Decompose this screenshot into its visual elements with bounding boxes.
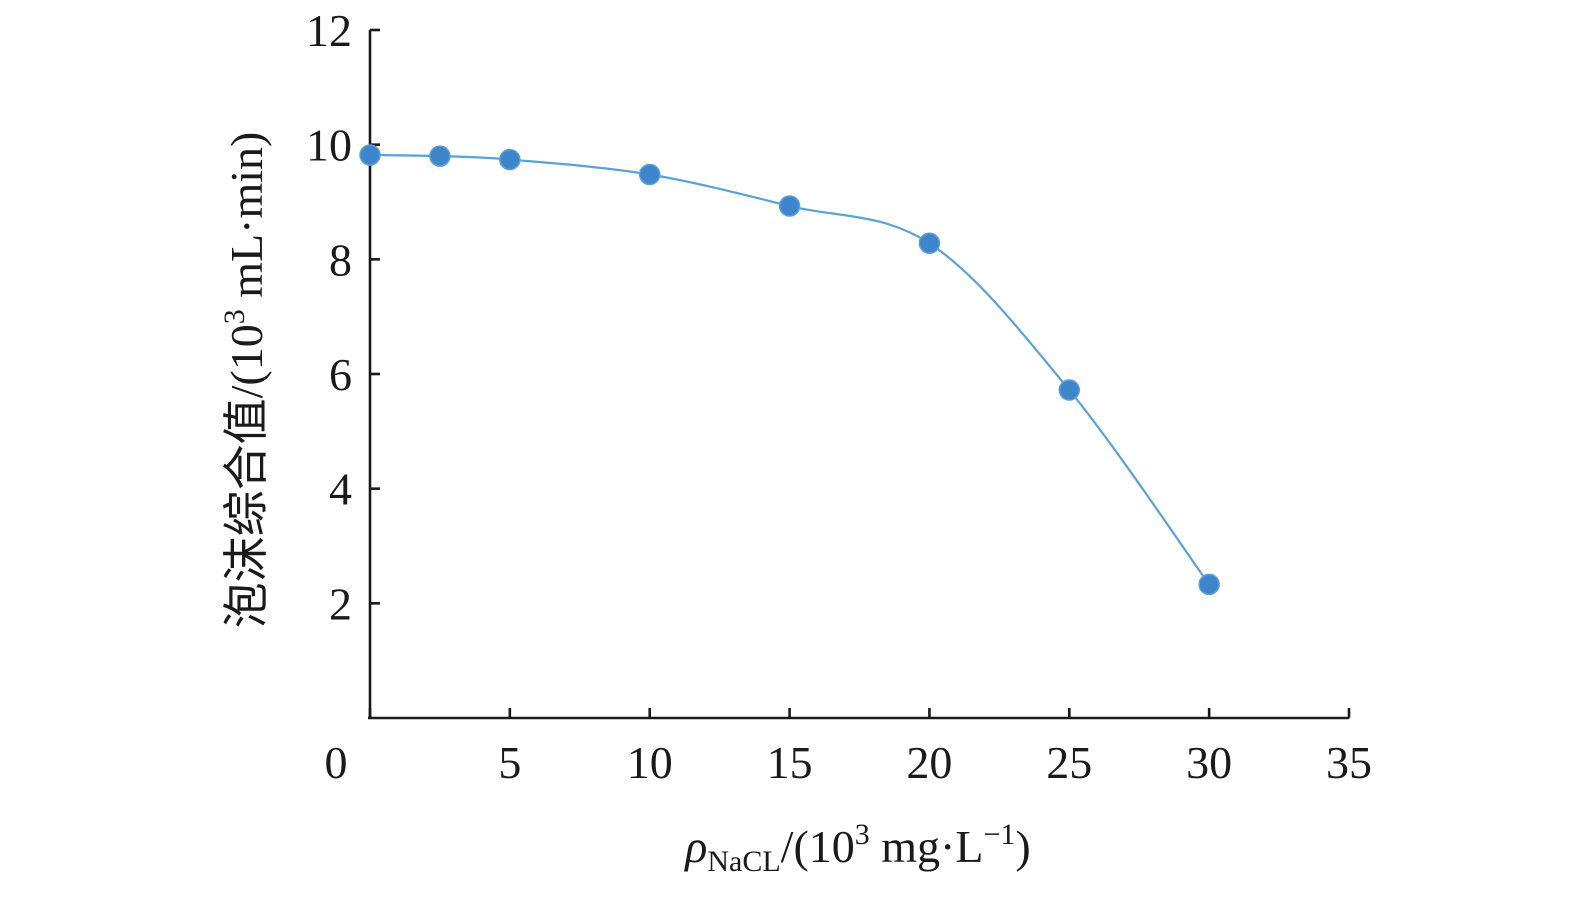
data-point [1198,573,1220,596]
x-tick-label: 0 [325,737,348,788]
y-tick-label: 10 [306,120,352,171]
data-point [638,163,661,186]
y-tick-label: 4 [329,464,352,515]
x-tick-label: 20 [906,737,952,788]
x-axis-unit-sup: −1 [983,818,1015,851]
x-tick-label: 15 [767,737,813,788]
x-axis-sup: 3 [855,818,870,851]
y-axis-text: 泡沫综合值/(10 [221,324,272,628]
data-point [499,148,521,171]
x-tick-label: 35 [1326,737,1372,788]
y-tick-label: 6 [329,349,352,400]
x-tick-label: 5 [498,737,521,788]
data-point [359,144,381,166]
x-axis-symbol: ρ [683,821,707,872]
data-point [918,232,941,255]
series-layer [369,153,1211,586]
x-ticks: 0 5 10 15 20 25 30 35 [325,708,1372,788]
x-tick-label: 25 [1046,737,1092,788]
x-axis-close: ) [1015,821,1030,872]
data-point [429,145,451,167]
y-tick-label: 12 [306,5,352,56]
y-ticks: 2 4 6 8 10 12 [306,5,380,629]
x-tick-label: 30 [1186,737,1232,788]
x-axis-unit: mg·L [870,821,984,872]
y-axis-unit: mL·min) [221,132,272,310]
y-tick-label: 8 [329,234,352,285]
data-point [778,195,801,217]
x-tick-label: 10 [627,737,673,788]
axes [368,30,1349,720]
points-layer [359,144,1220,596]
x-axis-title: ρNaCL/(103 mg·L−1) [683,818,1030,878]
series-line [369,153,1211,586]
x-axis-text: /(10 [781,821,855,872]
y-tick-label: 2 [329,578,352,629]
data-point [1058,379,1081,401]
x-axis-subscript: NaCL [707,845,780,878]
y-axis-title: 泡沫综合值/(103 mL·min) [218,132,272,629]
y-axis-sup: 3 [218,309,251,324]
